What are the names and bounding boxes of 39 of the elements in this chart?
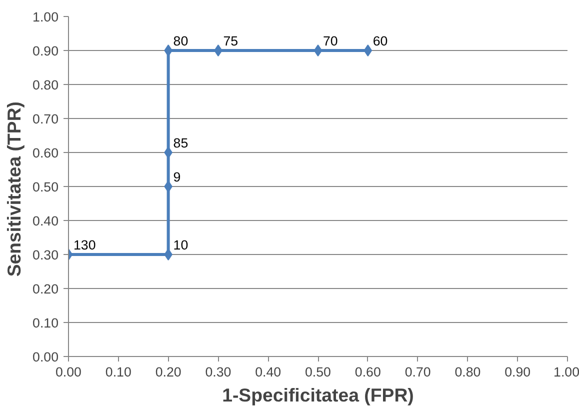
annotation: 85 [173, 136, 188, 150]
annotation: 9 [173, 170, 181, 184]
x-tick-label: 0.90 [504, 364, 531, 380]
x-tick-label: 0.80 [454, 364, 481, 380]
y-tick-label: 0.20 [32, 282, 59, 296]
point [364, 44, 372, 56]
x-tick-label: 0.60 [354, 364, 381, 380]
annotation: 70 [323, 34, 338, 48]
x-tick-label: 0.70 [404, 364, 431, 380]
x-tick-label: 0.00 [56, 364, 82, 380]
y-tick-label: 0.60 [32, 146, 59, 160]
y-tick-label: 0.70 [32, 112, 59, 126]
annotation: 130 [74, 238, 96, 252]
x-tick-label: 0.50 [305, 364, 331, 380]
point [164, 180, 172, 192]
point [164, 146, 172, 158]
annotation: 60 [372, 34, 388, 48]
point [214, 44, 222, 56]
y-tick-label: 0.80 [32, 78, 59, 92]
x-tick-label: 0.20 [155, 364, 182, 380]
y-tick-label: 0.00 [32, 350, 59, 364]
x-axis-title: 1-Specificitatea (FPR) [222, 384, 414, 406]
y-tick-label: 0.90 [32, 44, 59, 58]
x-tick-label: 0.40 [255, 364, 282, 380]
y-tick-label: 0.50 [32, 180, 59, 194]
point [314, 44, 322, 56]
x-tick-label: 0.10 [105, 364, 132, 380]
point [164, 248, 172, 260]
annotation: 10 [173, 238, 188, 252]
x-tick-label: 1.00 [554, 364, 579, 380]
point [164, 44, 172, 56]
y-tick-label: 0.10 [32, 316, 59, 330]
y-tick-label: 1.00 [32, 10, 59, 24]
annotation: 80 [173, 34, 188, 48]
y-tick-label: 0.40 [32, 214, 59, 228]
x-tick-label: 0.30 [205, 364, 232, 380]
y-axis-title: Sensitivitatea (TPR) [4, 101, 25, 277]
annotation: 75 [223, 34, 238, 48]
y-tick-label: 0.30 [32, 248, 59, 262]
